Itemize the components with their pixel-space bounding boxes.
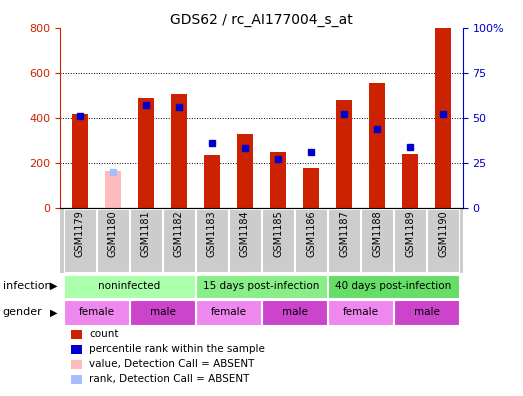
Bar [328, 209, 360, 272]
Text: 40 days post-infection: 40 days post-infection [335, 281, 452, 291]
Bar [394, 300, 459, 326]
Bar [229, 209, 261, 272]
Bar [394, 209, 426, 272]
Text: gender: gender [3, 307, 42, 317]
Text: GSM1182: GSM1182 [174, 211, 184, 257]
Bar [196, 274, 327, 298]
Bar [303, 168, 319, 208]
Text: male: male [414, 307, 439, 317]
Title: GDS62 / rc_AI177004_s_at: GDS62 / rc_AI177004_s_at [170, 13, 353, 27]
Bar [435, 28, 451, 208]
Text: percentile rank within the sample: percentile rank within the sample [89, 344, 265, 354]
Bar [336, 100, 353, 208]
Bar [97, 209, 129, 272]
Bar [130, 209, 162, 272]
Text: GSM1181: GSM1181 [141, 211, 151, 257]
Text: male: male [281, 307, 308, 317]
Text: GSM1179: GSM1179 [75, 211, 85, 257]
Bar [270, 152, 286, 208]
Bar [402, 154, 418, 208]
Text: female: female [210, 307, 246, 317]
Bar [328, 300, 393, 326]
Bar [64, 300, 129, 326]
Text: GSM1183: GSM1183 [207, 211, 217, 257]
Text: GSM1184: GSM1184 [240, 211, 250, 257]
Bar [237, 133, 253, 208]
Bar [196, 209, 228, 272]
Bar [361, 209, 393, 272]
Bar [369, 83, 385, 208]
Bar [138, 97, 154, 208]
Text: GSM1180: GSM1180 [108, 211, 118, 257]
Bar [427, 209, 459, 272]
Bar [295, 209, 327, 272]
Text: GSM1186: GSM1186 [306, 211, 316, 257]
Bar [72, 114, 88, 208]
Bar [196, 300, 261, 326]
Text: female: female [343, 307, 379, 317]
Bar [170, 94, 187, 208]
Text: ▶: ▶ [50, 281, 57, 291]
Text: GSM1189: GSM1189 [405, 211, 415, 257]
Text: noninfected: noninfected [98, 281, 161, 291]
Text: GSM1185: GSM1185 [273, 211, 283, 257]
Bar [130, 300, 195, 326]
Text: female: female [78, 307, 115, 317]
Bar [64, 274, 195, 298]
Text: male: male [150, 307, 175, 317]
Text: count: count [89, 329, 118, 339]
Bar [262, 209, 294, 272]
Bar [262, 300, 327, 326]
Text: ▶: ▶ [50, 307, 57, 317]
Bar [328, 274, 459, 298]
Bar [105, 171, 121, 208]
Text: value, Detection Call = ABSENT: value, Detection Call = ABSENT [89, 359, 254, 369]
Bar [163, 209, 195, 272]
Text: rank, Detection Call = ABSENT: rank, Detection Call = ABSENT [89, 374, 249, 384]
Text: GSM1190: GSM1190 [438, 211, 448, 257]
Bar [204, 155, 220, 208]
Bar [64, 209, 96, 272]
Text: infection: infection [3, 281, 51, 291]
Text: GSM1187: GSM1187 [339, 211, 349, 257]
Text: 15 days post-infection: 15 days post-infection [203, 281, 320, 291]
Text: GSM1188: GSM1188 [372, 211, 382, 257]
